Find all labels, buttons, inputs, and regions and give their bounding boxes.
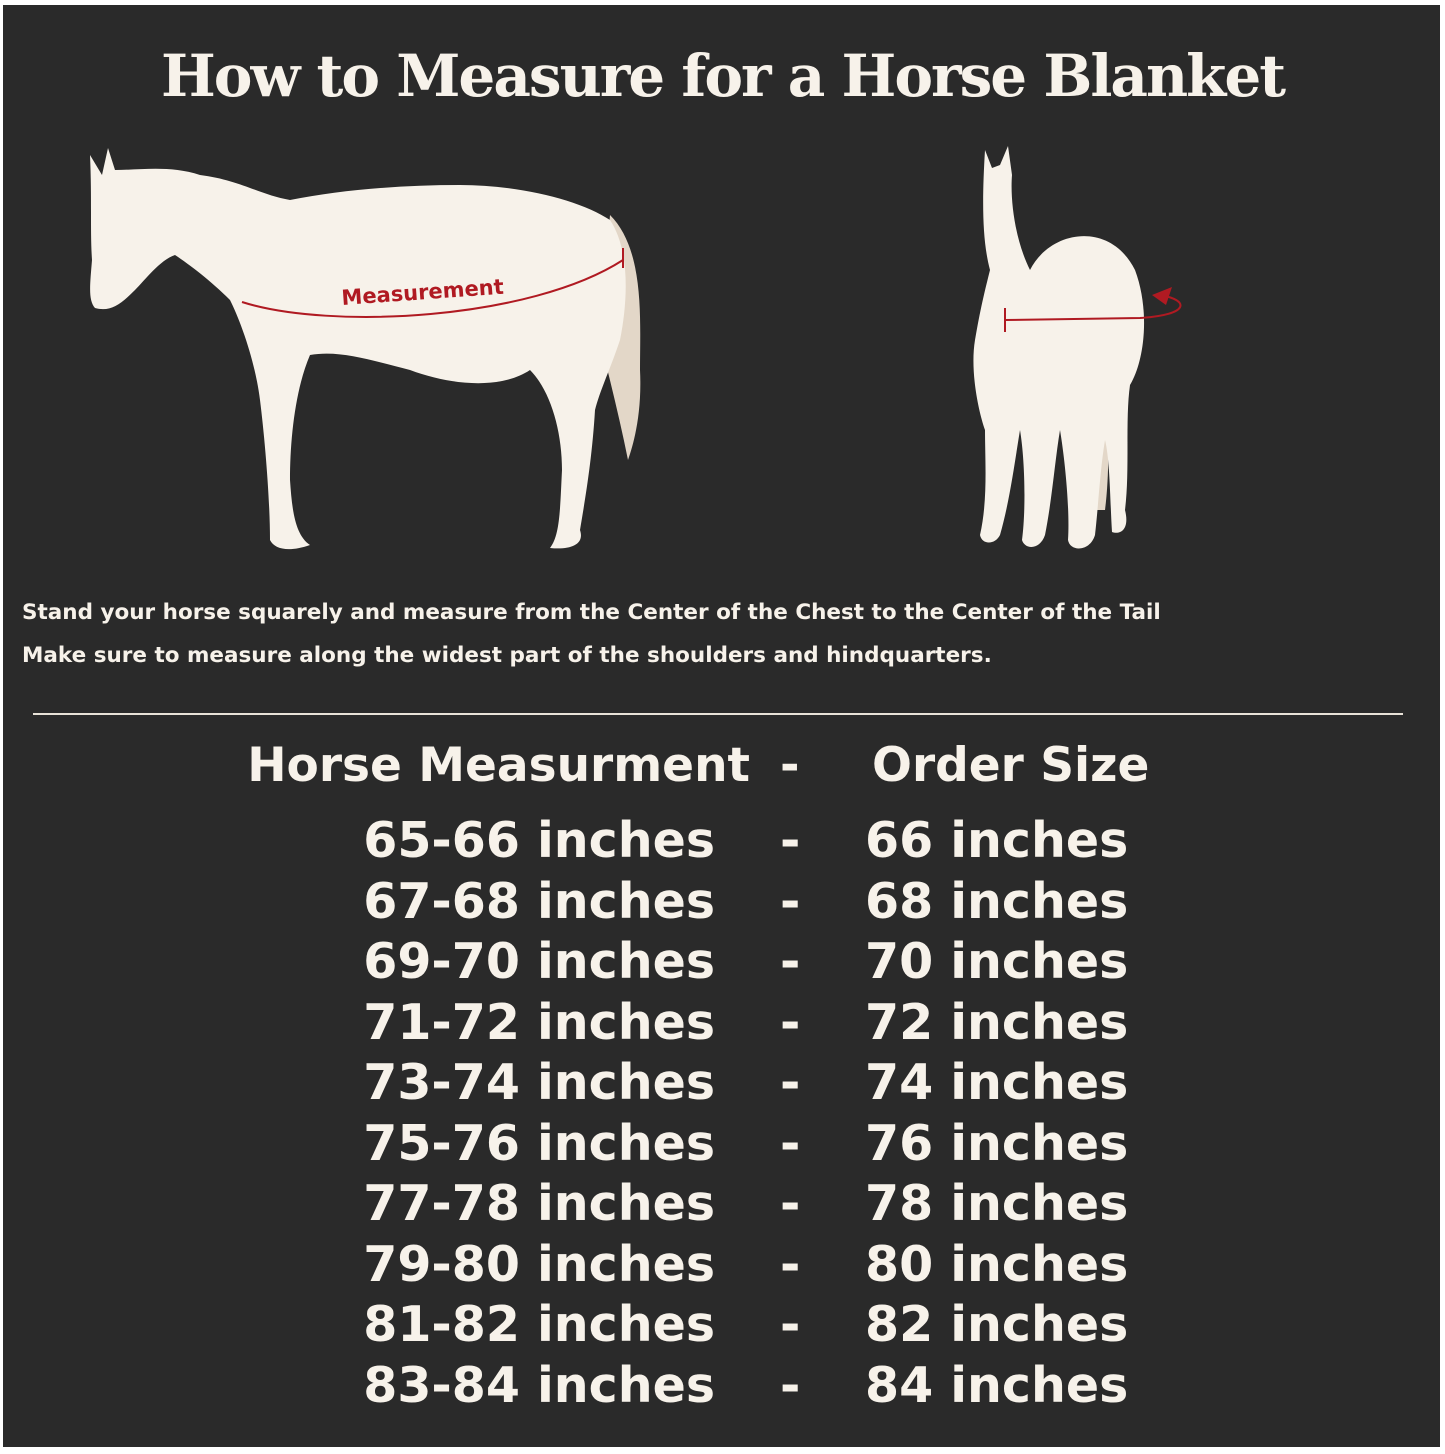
order-size-cell: 80 inches: [865, 1235, 1129, 1293]
page-title: How to Measure for a Horse Blanket: [160, 42, 1286, 110]
row-separator: -: [780, 1235, 801, 1293]
measurement-curve: [241, 259, 624, 318]
row-separator: -: [780, 1296, 801, 1353]
row-separator: -: [780, 812, 801, 869]
order-size-cell: 74 inches: [865, 1054, 1129, 1111]
header-order-size: Order Size: [872, 738, 1150, 793]
horse-side-view-illustration: Measurement: [90, 148, 641, 550]
row-separator: -: [780, 933, 801, 990]
row-separator: -: [780, 1175, 801, 1232]
horse-body: [90, 148, 626, 550]
order-size-cell: 68 inches: [865, 872, 1129, 930]
horse-measurement-cell: 65-66 inches: [363, 812, 715, 869]
order-size-cell: 66 inches: [865, 812, 1129, 869]
horse-measurement-cell: 69-70 inches: [363, 933, 715, 990]
measurement-wrap-line: [1004, 294, 1182, 321]
row-separator: -: [780, 1356, 801, 1414]
horse-measurement-cell: 73-74 inches: [363, 1054, 715, 1111]
horse-measurement-cell: 83-84 inches: [363, 1356, 715, 1414]
divider: [33, 713, 1403, 715]
order-size-cell: 84 inches: [865, 1356, 1129, 1414]
header-separator: -: [780, 738, 800, 793]
header-horse-measurement: Horse Measurment: [247, 738, 750, 793]
row-separator: -: [780, 1114, 801, 1172]
horse-front-view-illustration: [973, 146, 1182, 549]
horse-measurement-cell: 79-80 inches: [363, 1235, 715, 1293]
order-size-cell: 70 inches: [865, 933, 1129, 990]
order-size-cell: 78 inches: [865, 1175, 1129, 1232]
horse-measurement-cell: 75-76 inches: [363, 1114, 715, 1172]
horse-measurement-cell: 81-82 inches: [363, 1296, 715, 1353]
row-separator: -: [780, 1054, 801, 1111]
row-separator: -: [780, 872, 801, 930]
horse-measurement-cell: 67-68 inches: [363, 872, 715, 930]
horse-measurement-cell: 77-78 inches: [363, 1175, 715, 1232]
measurement-arrow-icon: [1152, 287, 1172, 305]
order-size-cell: 76 inches: [865, 1114, 1129, 1172]
horse-measurement-cell: 71-72 inches: [363, 993, 715, 1051]
instruction-line-2: Make sure to measure along the widest pa…: [22, 643, 992, 668]
row-separator: -: [780, 993, 801, 1051]
order-size-cell: 72 inches: [865, 993, 1129, 1051]
instruction-line-1: Stand your horse squarely and measure fr…: [22, 600, 1161, 625]
order-size-cell: 82 inches: [865, 1296, 1129, 1353]
horse-body: [973, 146, 1145, 549]
